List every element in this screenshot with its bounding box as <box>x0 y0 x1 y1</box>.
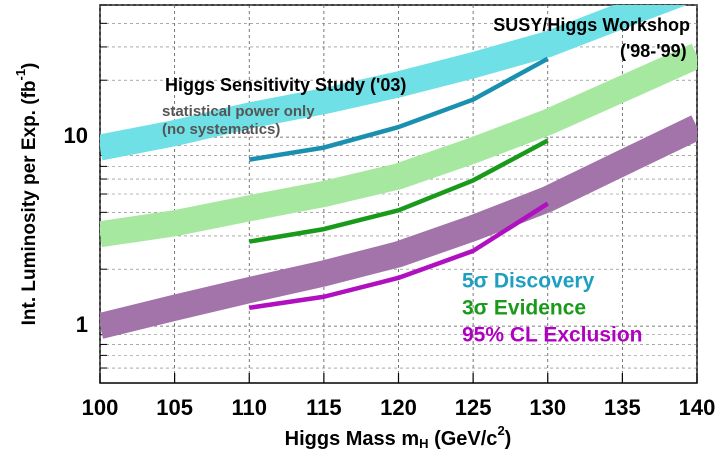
plot-marks <box>100 5 697 339</box>
x-tick-label: 125 <box>455 395 492 420</box>
y-axis-label-part: Int. Luminosity per Exp. (fb <box>19 80 40 325</box>
x-tick-label: 105 <box>156 395 193 420</box>
band <box>100 5 688 161</box>
annotation: (no systematics) <box>162 121 280 138</box>
y-tick-label: 1 <box>76 312 88 337</box>
x-axis-label-part: (GeV/c <box>429 428 498 450</box>
x-tick-label: 135 <box>604 395 641 420</box>
x-axis-label: Higgs Mass mH (GeV/c2) <box>285 423 512 451</box>
x-tick-label: 110 <box>232 395 268 420</box>
annotation: statistical power only <box>162 103 315 120</box>
x-axis-label-part: H <box>419 436 428 451</box>
band <box>100 115 697 339</box>
annotation: ('98-'99) <box>620 41 687 61</box>
legend-label: 95% CL Exclusion <box>462 324 643 347</box>
study-line <box>248 138 549 244</box>
x-axis-label-part: 2 <box>497 423 504 438</box>
x-tick-label: 130 <box>529 395 566 420</box>
annotation: SUSY/Higgs Workshop <box>493 15 690 35</box>
y-axis-label: Int. Luminosity per Exp. (fb-1) <box>13 63 40 326</box>
study-line <box>248 201 549 311</box>
y-axis-label-part: -1 <box>13 69 28 81</box>
y-axis-label-part: ) <box>19 63 40 69</box>
x-tick-label: 100 <box>82 395 119 420</box>
legend-label: 3σ Evidence <box>462 297 586 320</box>
y-tick-label: 10 <box>64 123 88 148</box>
x-axis-label-part: ) <box>505 428 512 450</box>
study-line <box>248 56 549 162</box>
x-tick-label: 120 <box>380 395 417 420</box>
band <box>100 43 697 248</box>
legend-label: 5σ Discovery <box>462 270 595 293</box>
x-axis-label-part: Higgs Mass m <box>285 428 419 450</box>
x-tick-label: 140 <box>679 395 716 420</box>
annotation: Higgs Sensitivity Study ('03) <box>165 75 406 95</box>
x-tick-label: 115 <box>306 395 342 420</box>
